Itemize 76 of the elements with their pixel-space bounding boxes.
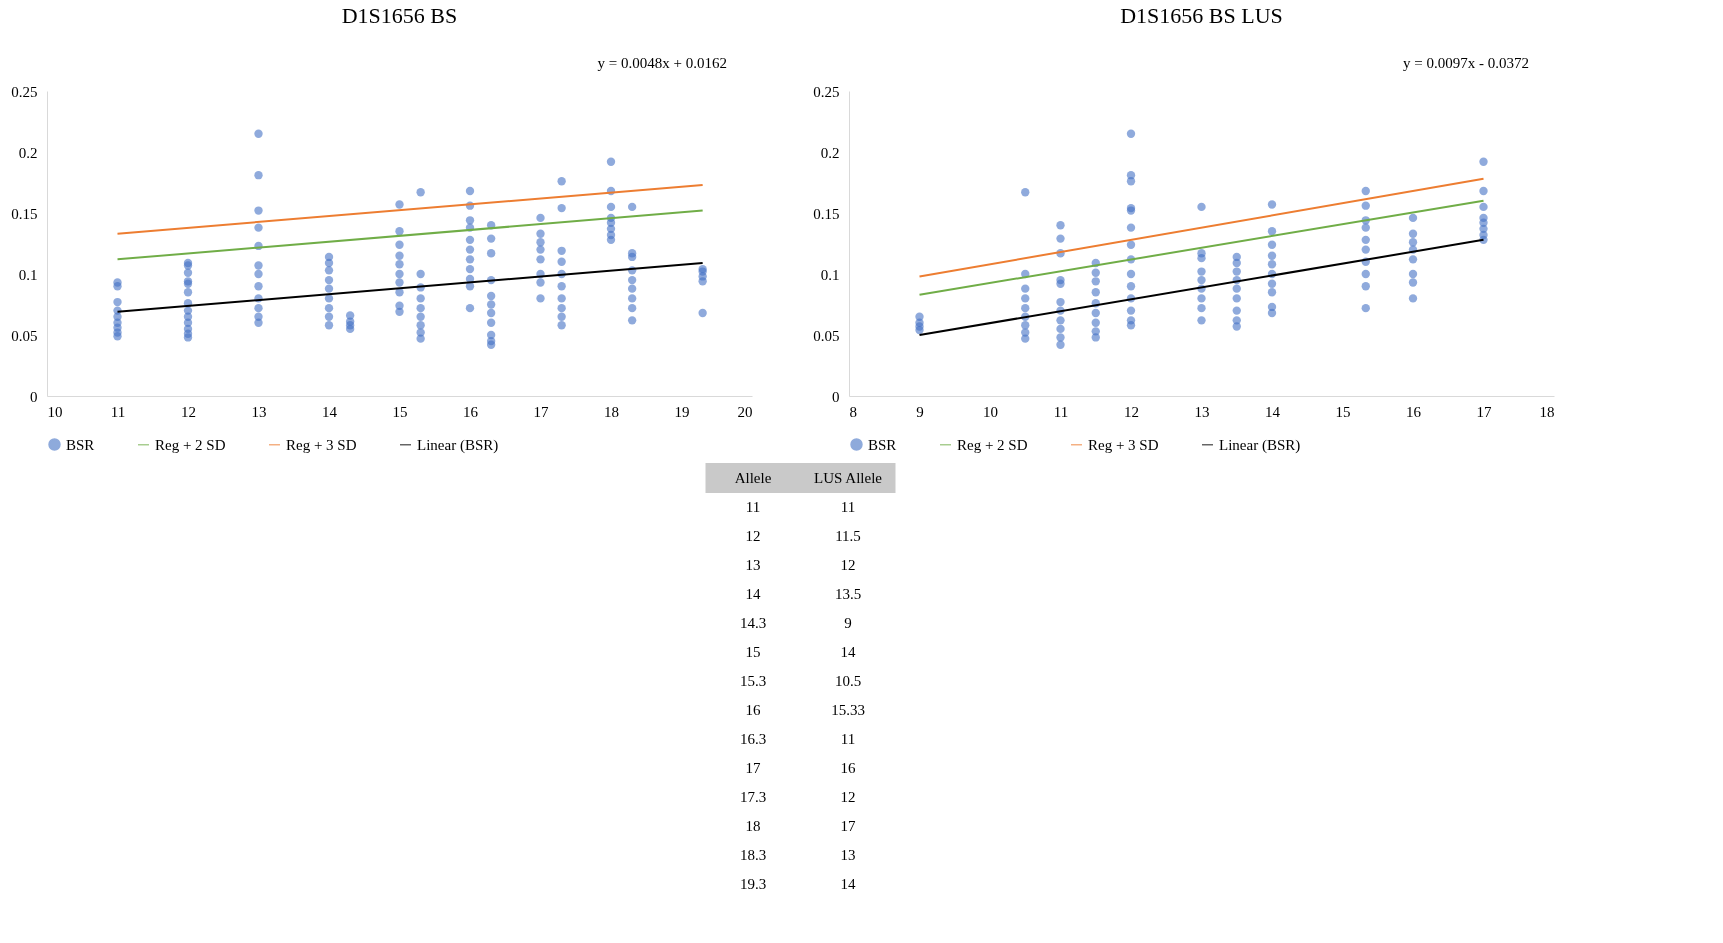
x-tick-label: 18	[604, 403, 619, 420]
y-tick-label: 0.1	[18, 266, 38, 283]
y-tick-label: 0.25	[813, 83, 840, 100]
text: y = 0.0048x + 0.0162	[597, 55, 727, 71]
y-tick-label: 0.05	[813, 327, 840, 344]
text: 16	[745, 701, 761, 718]
chart-title: D1S1656 BS	[341, 3, 458, 28]
x-tick-label: 13	[251, 403, 267, 420]
x-tick-label: 9	[916, 403, 924, 420]
y-tick-label: 0.2	[18, 144, 38, 161]
category-label: LUS Allele	[814, 469, 883, 486]
text: y = 0.0097x - 0.0372	[1403, 55, 1529, 71]
text: 12	[840, 556, 856, 573]
x-tick-label: 17	[1476, 403, 1492, 420]
text: 15.3	[739, 672, 767, 689]
text: 11	[840, 498, 856, 515]
text: 12	[745, 527, 761, 544]
legend-label: Reg + 3 SD	[286, 436, 357, 453]
text: 14	[745, 585, 761, 602]
text: 18.3	[739, 846, 767, 863]
text: 12	[840, 788, 856, 805]
x-tick-label: 13	[1194, 403, 1210, 420]
chart-title: D1S1656 BS LUS	[1120, 3, 1283, 28]
legend-label: Reg + 2 SD	[155, 436, 226, 453]
text: 14	[840, 643, 856, 660]
text: 14.3	[739, 614, 767, 631]
legend-label: BSR	[66, 436, 95, 453]
y-tick-label: 0.15	[813, 205, 840, 222]
text: 13	[745, 556, 761, 573]
y-tick-label: 0.15	[11, 205, 38, 222]
text: 11.5	[835, 527, 861, 544]
y-tick-label: 0	[832, 388, 840, 405]
x-tick-label: 10	[983, 403, 998, 420]
text: 16	[840, 759, 856, 776]
y-tick-label: 0	[30, 388, 38, 405]
x-tick-label: 12	[181, 403, 196, 420]
x-tick-label: 12	[1124, 403, 1139, 420]
x-tick-label: 11	[1053, 403, 1069, 420]
text: 19.3	[739, 875, 767, 892]
y-tick-label: 0.05	[11, 327, 38, 344]
text: 9	[844, 614, 852, 631]
y-tick-label: 0.25	[11, 83, 38, 100]
text: 14	[840, 875, 856, 892]
text: 15	[745, 643, 761, 660]
y-tick-label: 0.2	[820, 144, 840, 161]
x-tick-label: 15	[392, 403, 408, 420]
text: 17.3	[739, 788, 767, 805]
x-tick-label: 10	[47, 403, 63, 420]
category-label: Allele	[734, 469, 772, 486]
x-tick-label: 11	[110, 403, 126, 420]
x-tick-label: 19	[674, 403, 690, 420]
text: 11	[745, 498, 761, 515]
x-tick-label: 16	[463, 403, 479, 420]
legend-label: Linear (BSR)	[417, 436, 499, 454]
x-tick-label: 17	[533, 403, 549, 420]
text: 18	[745, 817, 761, 834]
text: 16.3	[739, 730, 767, 747]
text: 11	[840, 730, 856, 747]
legend-label: BSR	[868, 436, 897, 453]
y-tick-label: 0.1	[820, 266, 840, 283]
x-tick-label: 14	[1265, 403, 1281, 420]
text: 15.33	[831, 701, 865, 718]
text: 13.5	[834, 585, 862, 602]
legend-label: Reg + 3 SD	[1088, 436, 1159, 453]
legend-label: Reg + 2 SD	[957, 436, 1028, 453]
x-tick-label: 16	[1406, 403, 1422, 420]
x-tick-label: 8	[849, 403, 857, 420]
text: 10.5	[834, 672, 862, 689]
legend-label: Linear (BSR)	[1219, 436, 1301, 454]
x-tick-label: 20	[737, 403, 753, 420]
text: 13	[840, 846, 856, 863]
text: 17	[745, 759, 761, 776]
x-tick-label: 15	[1335, 403, 1351, 420]
text: 17	[840, 817, 856, 834]
x-tick-label: 18	[1539, 403, 1555, 420]
x-tick-label: 14	[322, 403, 338, 420]
